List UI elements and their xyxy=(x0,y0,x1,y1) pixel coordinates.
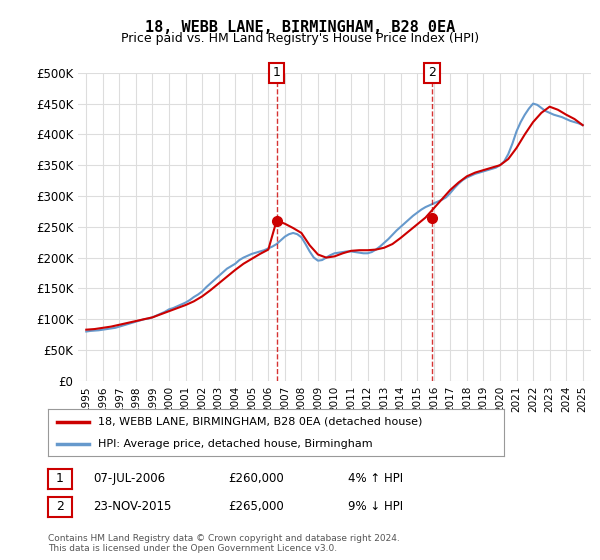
Text: 4% ↑ HPI: 4% ↑ HPI xyxy=(348,472,403,486)
Text: 2: 2 xyxy=(428,66,436,80)
Text: Price paid vs. HM Land Registry's House Price Index (HPI): Price paid vs. HM Land Registry's House … xyxy=(121,32,479,45)
Text: 23-NOV-2015: 23-NOV-2015 xyxy=(93,500,172,514)
Text: 18, WEBB LANE, BIRMINGHAM, B28 0EA: 18, WEBB LANE, BIRMINGHAM, B28 0EA xyxy=(145,20,455,35)
Text: £260,000: £260,000 xyxy=(228,472,284,486)
Text: Contains HM Land Registry data © Crown copyright and database right 2024.
This d: Contains HM Land Registry data © Crown c… xyxy=(48,534,400,553)
Text: £265,000: £265,000 xyxy=(228,500,284,514)
Text: 1: 1 xyxy=(273,66,281,80)
Text: 1: 1 xyxy=(56,472,64,486)
Text: 18, WEBB LANE, BIRMINGHAM, B28 0EA (detached house): 18, WEBB LANE, BIRMINGHAM, B28 0EA (deta… xyxy=(98,417,422,427)
Text: HPI: Average price, detached house, Birmingham: HPI: Average price, detached house, Birm… xyxy=(98,438,373,449)
Text: 2: 2 xyxy=(56,500,64,514)
Text: 9% ↓ HPI: 9% ↓ HPI xyxy=(348,500,403,514)
Text: 07-JUL-2006: 07-JUL-2006 xyxy=(93,472,165,486)
